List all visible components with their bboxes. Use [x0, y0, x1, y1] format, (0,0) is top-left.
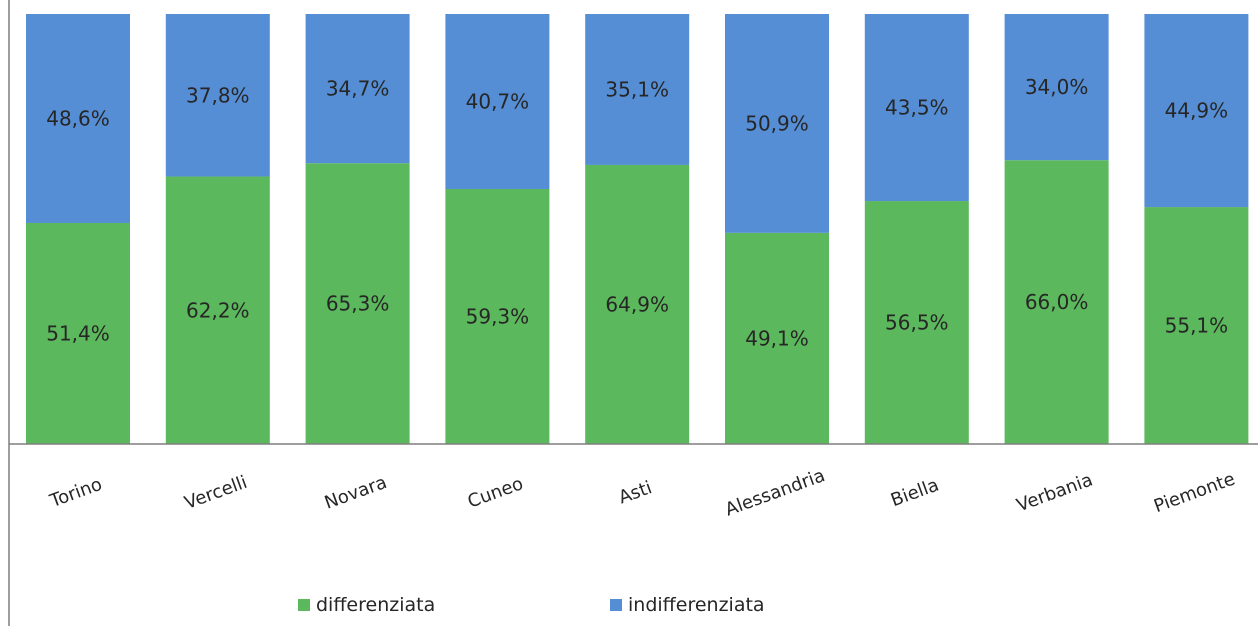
- x-tick-label-piemonte: Piemonte: [1151, 468, 1238, 517]
- data-label-differenziata-novara: 65,3%: [326, 292, 390, 316]
- bar-indifferenziata-verbania: [1004, 14, 1109, 161]
- data-label-differenziata-verbania: 66,0%: [1025, 290, 1089, 314]
- data-label-differenziata-alessandria: 49,1%: [745, 326, 809, 350]
- data-label-indifferenziata-novara: 34,7%: [326, 77, 390, 101]
- data-label-indifferenziata-alessandria: 50,9%: [745, 111, 809, 135]
- bar-differenziata-vercelli: [165, 176, 270, 445]
- data-label-indifferenziata-asti: 35,1%: [605, 77, 669, 101]
- data-label-indifferenziata-piemonte: 44,9%: [1165, 99, 1229, 123]
- bar-indifferenziata-piemonte: [1144, 14, 1249, 208]
- legend-label-differenziata: differenziata: [316, 594, 436, 616]
- x-axis-tick-labels: Torino Vercelli Novara Cuneo Asti Alessandria…: [46, 465, 1238, 520]
- bar-differenziata-torino: [26, 222, 130, 444]
- data-label-indifferenziata-vercelli: 37,8%: [186, 83, 250, 107]
- data-label-differenziata-asti: 64,9%: [605, 292, 669, 316]
- x-tick-label-torino: Torino: [46, 474, 105, 512]
- bar-indifferenziata-cuneo: [445, 14, 550, 190]
- data-label-differenziata-cuneo: 59,3%: [466, 305, 530, 329]
- data-labels-layer: 51,4% 48,6% 62,2% 37,8% 65,3% 34,7% 59,3% 40,7%…: [46, 75, 1228, 350]
- x-tick-label-vercelli: Vercelli: [182, 472, 250, 514]
- x-tick-label-biella: Biella: [888, 475, 942, 512]
- x-tick-label-asti: Asti: [616, 477, 655, 508]
- data-label-indifferenziata-biella: 43,5%: [885, 96, 949, 120]
- bar-differenziata-piemonte: [1144, 207, 1249, 444]
- bar-indifferenziata-torino: [26, 14, 130, 223]
- bar-indifferenziata-novara: [305, 14, 410, 164]
- legend-swatch-indifferenziata: [610, 599, 622, 611]
- bar-differenziata-biella: [864, 201, 969, 444]
- bar-differenziata-novara: [305, 163, 410, 444]
- data-label-differenziata-biella: 56,5%: [885, 311, 949, 335]
- legend: differenziata indifferenziata: [0, 594, 1258, 620]
- legend-item-indifferenziata: indifferenziata: [610, 594, 765, 616]
- bar-differenziata-cuneo: [445, 189, 550, 444]
- data-label-differenziata-vercelli: 62,2%: [186, 298, 250, 322]
- x-tick-label-alessandria: Alessandria: [722, 465, 827, 520]
- bar-indifferenziata-asti: [585, 14, 690, 165]
- legend-item-differenziata: differenziata: [298, 594, 435, 616]
- data-label-differenziata-torino: 51,4%: [46, 321, 110, 345]
- data-label-indifferenziata-cuneo: 40,7%: [466, 90, 530, 114]
- x-tick-label-verbania: Verbania: [1014, 469, 1096, 516]
- bar-indifferenziata-biella: [864, 14, 969, 202]
- bar-indifferenziata-alessandria: [725, 14, 829, 233]
- data-label-indifferenziata-verbania: 34,0%: [1025, 75, 1089, 99]
- data-label-indifferenziata-torino: 48,6%: [46, 106, 110, 130]
- bar-differenziata-asti: [585, 164, 690, 444]
- bars-layer: [26, 14, 1249, 445]
- x-tick-label-novara: Novara: [322, 472, 390, 514]
- x-tick-label-cuneo: Cuneo: [465, 473, 526, 512]
- bar-differenziata-verbania: [1004, 160, 1109, 444]
- bar-indifferenziata-vercelli: [165, 14, 270, 177]
- legend-label-indifferenziata: indifferenziata: [628, 594, 765, 616]
- legend-swatch-differenziata: [298, 599, 310, 611]
- data-label-differenziata-piemonte: 55,1%: [1165, 314, 1229, 338]
- bar-differenziata-alessandria: [725, 232, 829, 444]
